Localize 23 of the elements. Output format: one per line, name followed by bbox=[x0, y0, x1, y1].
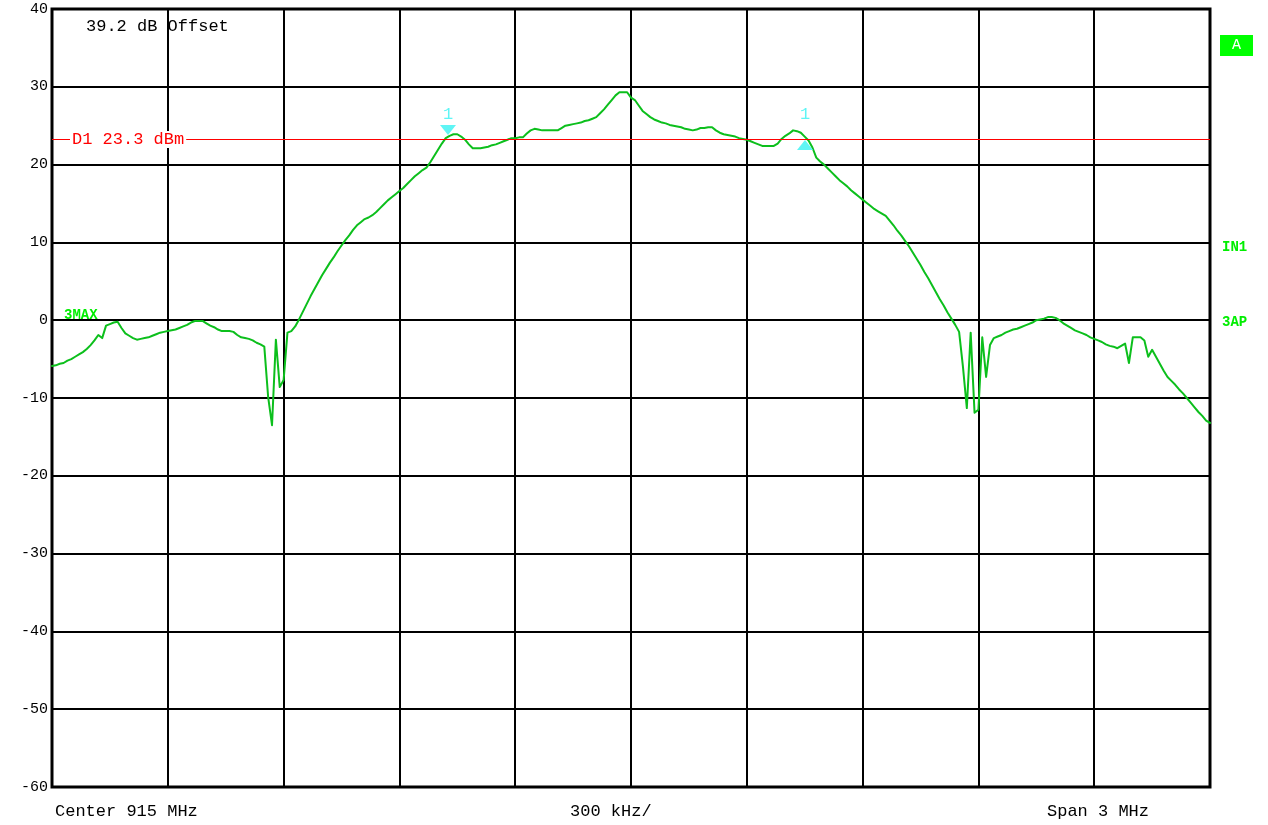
text: 3AP bbox=[1222, 314, 1248, 330]
annotation: 3MAX bbox=[64, 307, 99, 323]
y-tick-label: 0 bbox=[38, 311, 48, 329]
y-tick-label: -60 bbox=[20, 778, 48, 796]
annotation: 1 bbox=[800, 105, 811, 124]
text: IN1 bbox=[1222, 239, 1248, 255]
annotation: 39.2 dB Offset bbox=[86, 17, 229, 36]
ref-line-label: D1 23.3 dBm bbox=[72, 129, 185, 149]
y-tick-label: 30 bbox=[29, 78, 48, 96]
y-tick-label: -50 bbox=[20, 700, 48, 718]
y-tick-label: 10 bbox=[29, 233, 48, 251]
y-tick-label: 40 bbox=[29, 0, 48, 18]
y-tick-label: -20 bbox=[20, 467, 48, 485]
line-series bbox=[51, 91, 1211, 427]
text: Center 915 MHz bbox=[55, 802, 198, 821]
text: 300 kHz/ bbox=[570, 802, 652, 821]
y-tick-label: -30 bbox=[20, 545, 48, 563]
text: A bbox=[1232, 37, 1242, 54]
y-tick-label: -10 bbox=[20, 389, 48, 407]
annotation: 1 bbox=[443, 105, 454, 124]
text: Span 3 MHz bbox=[1047, 802, 1150, 821]
y-tick-label: 20 bbox=[29, 156, 48, 174]
y-tick-label: -40 bbox=[20, 622, 48, 640]
